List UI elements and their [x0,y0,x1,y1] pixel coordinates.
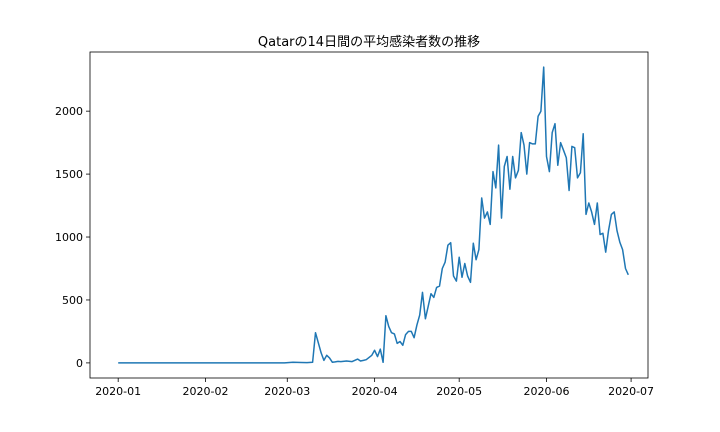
y-tick-label: 1000 [55,231,83,244]
y-tick-label: 500 [62,294,83,307]
x-tick-label: 2020-03 [264,385,310,398]
plot-area-frame [89,51,649,379]
x-tick-label: 2020-05 [436,385,482,398]
series-line [118,66,629,364]
y-tick-label: 0 [76,357,83,370]
y-tick-label: 2000 [55,105,83,118]
x-tick-label: 2020-04 [352,385,398,398]
axis-ticks: 2020-01 2020-02 2020-03 2020-04 2020-05 2020-… [55,105,654,398]
x-tick-label: 2020-06 [524,385,570,398]
y-tick-label: 1500 [55,168,83,181]
x-tick-label: 2020-01 [95,385,141,398]
x-tick-label: 2020-02 [183,385,229,398]
chart-title: Qatarの14日間の平均感染者数の推移 [258,34,480,50]
x-tick-label: 2020-07 [608,385,654,398]
